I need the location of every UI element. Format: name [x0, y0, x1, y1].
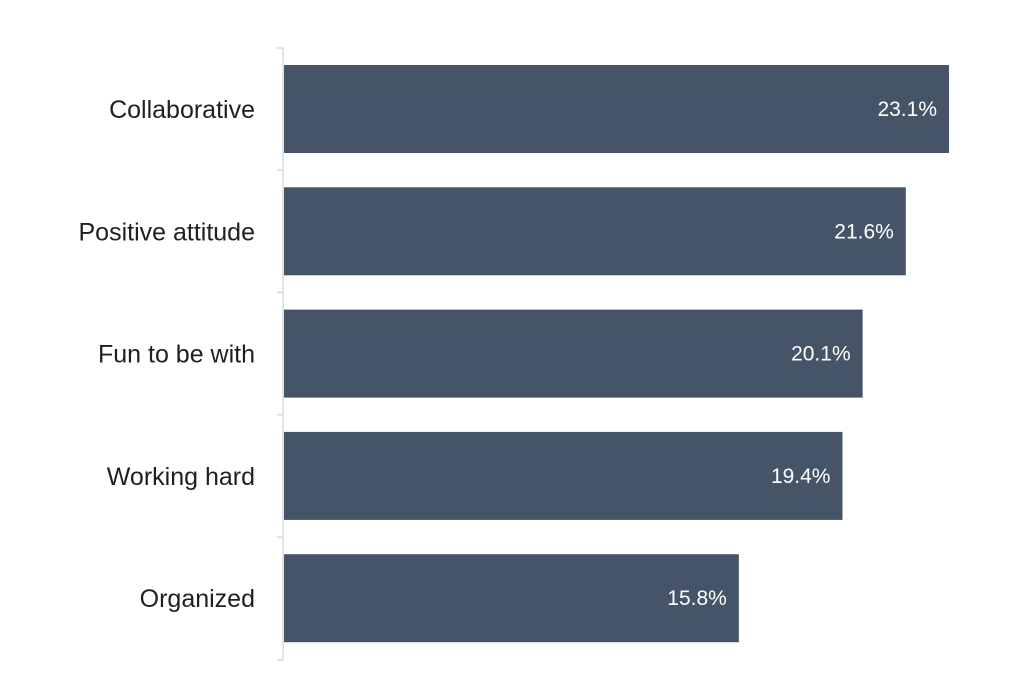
category-label: Working hard: [107, 463, 255, 491]
axis-layer: [277, 47, 284, 661]
bar-working-hard: [284, 431, 843, 520]
bar-value-label: 19.4%: [771, 465, 831, 488]
bar-value-label: 23.1%: [877, 98, 937, 121]
bar-positive-attitude: [284, 187, 906, 276]
category-label: Organized: [140, 585, 255, 613]
bar-fun-to-be-with: [284, 309, 863, 398]
category-label: Positive attitude: [79, 218, 256, 246]
bar-value-label: 21.6%: [834, 220, 894, 243]
bar-value-label: 20.1%: [791, 343, 851, 366]
bar-organized: [284, 554, 739, 643]
category-label: Collaborative: [109, 96, 255, 124]
labels-layer: 23.1% Collaborative 21.6% Positive attitude…: [79, 96, 938, 613]
bar-collaborative: [284, 65, 949, 153]
category-label: Fun to be with: [98, 341, 255, 369]
bars-layer: [284, 65, 949, 643]
bar-value-label: 15.8%: [667, 587, 727, 610]
